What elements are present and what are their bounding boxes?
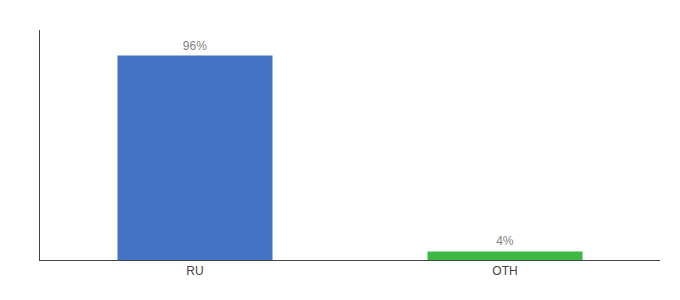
svg-text:OTH: OTH bbox=[492, 264, 517, 278]
svg-text:4%: 4% bbox=[496, 234, 514, 248]
svg-text:RU: RU bbox=[186, 264, 203, 278]
svg-text:96%: 96% bbox=[183, 39, 207, 53]
